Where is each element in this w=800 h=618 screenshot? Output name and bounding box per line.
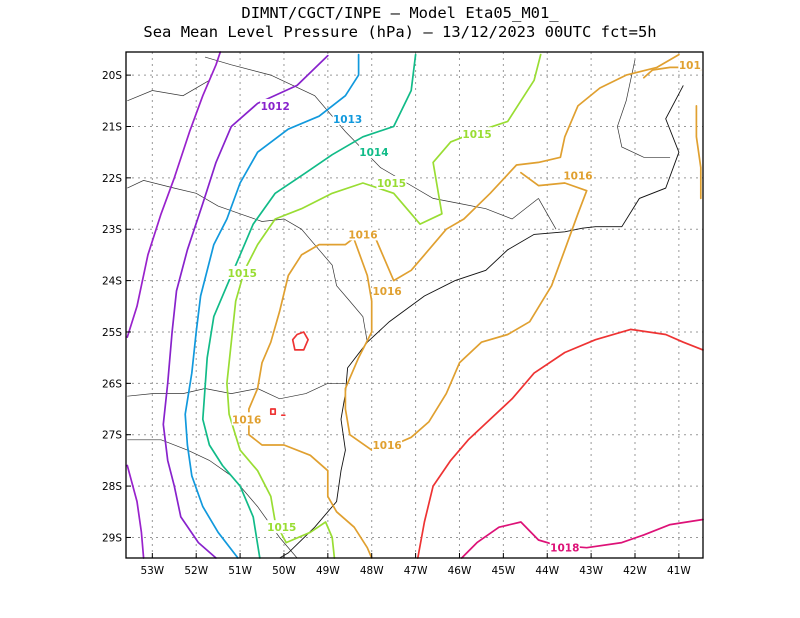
isobar-label-bg [332,111,363,125]
y-tick-label: 29S [102,532,122,544]
x-tick-label: 50W [272,565,296,577]
title-line-2: Sea Mean Level Pressure (hPa) – 13/12/20… [143,23,657,41]
isobar-label: 1015 [377,178,406,190]
x-tick-label: 43W [579,565,603,577]
isobar-label: 1013 [333,114,362,126]
isobar-label-bg [266,520,297,534]
isobar-label-bg [462,127,493,141]
isobar-label: 1015 [462,129,491,141]
isobar-label-bg [376,175,407,189]
isobar-label: 1018 [550,543,579,555]
x-tick-label: 42W [623,565,647,577]
state-border-line [538,198,557,230]
state-borders [127,56,671,559]
isobar-label-bg [347,227,378,241]
isobar-label: 1016 [348,229,377,241]
isobar-1016 [695,105,702,200]
x-tick-label: 46W [448,565,472,577]
isobar-label: 101 [679,60,701,72]
state-border-line [127,79,210,102]
y-tick-label: 22S [102,173,122,185]
isobar-label: 1016 [563,170,592,182]
isobar-label: 1016 [232,414,261,426]
x-tick-label: 48W [360,565,384,577]
isobar-label: 1014 [359,147,388,159]
isobar-1014 [201,53,417,559]
state-border-line [617,59,671,158]
state-border-line [204,56,539,220]
isobar-label-bg [549,540,580,554]
x-axis: 53W 52W 51W 50W 49W 48W 47W 46W 45W 44W 43W 42W 41W [140,553,691,577]
coastline-line [279,85,684,559]
isobar-label: 1015 [267,522,296,534]
isobar-label-bg [358,145,389,159]
isobar-label-bg [678,57,702,71]
y-tick-label: 28S [102,481,122,493]
isobar-label-bg [372,283,403,297]
y-tick-label: 23S [102,224,122,236]
y-tick-label: 25S [102,327,122,339]
state-border-line [127,382,346,400]
x-tick-label: 44W [535,565,559,577]
isobar-1011 [126,464,145,559]
isobar-label-bg [372,437,403,451]
isobar-1017 [269,408,277,416]
x-tick-label: 52W [184,565,208,577]
isobar-label: 1012 [261,101,290,113]
title-line-1: DIMNT/CGCT/INPE – Model Eta05_M01_ [241,4,559,22]
isobar-label: 1016 [372,440,401,452]
x-tick-label: 41W [667,565,691,577]
coastline [279,85,684,559]
gridlines [126,52,703,558]
y-axis: 20S 21S 22S 23S 24S 25S 26S 27S 28S 29S [102,70,131,544]
y-tick-label: 20S [102,70,122,82]
y-tick-label: 26S [102,378,122,390]
isobar-1012 [162,54,329,559]
isobar-label: 1015 [228,268,257,280]
isobar-1017 [416,328,704,559]
isobar-1018 [460,518,704,559]
x-tick-label: 53W [140,565,164,577]
y-tick-label: 21S [102,121,122,133]
isobar-1016 [248,53,680,559]
x-tick-label: 49W [316,565,340,577]
isobar-label: 1016 [372,286,401,298]
y-tick-label: 24S [102,276,122,288]
state-border-line [127,180,368,343]
isobar-labels: 1012 1013 1014 1015 1015 1015 1015 1016 1016 1016… [227,57,702,555]
x-tick-label: 51W [228,565,252,577]
isobar-label-bg [231,412,262,426]
isobar-1017 [291,331,309,351]
isobar-1011 [126,51,222,338]
map-frame [125,51,704,559]
isobar-1016 [344,171,588,451]
x-tick-label: 47W [404,565,428,577]
isobar-label-bg [227,265,258,279]
isobar-label-bg [260,98,291,112]
isobar-label-bg [562,168,593,182]
isobars [126,51,704,559]
title-block: DIMNT/CGCT/INPE – Model Eta05_M01_ Sea M… [0,4,800,42]
x-tick-label: 45W [491,565,515,577]
isobar-1013 [184,53,360,559]
y-tick-label: 27S [102,430,122,442]
